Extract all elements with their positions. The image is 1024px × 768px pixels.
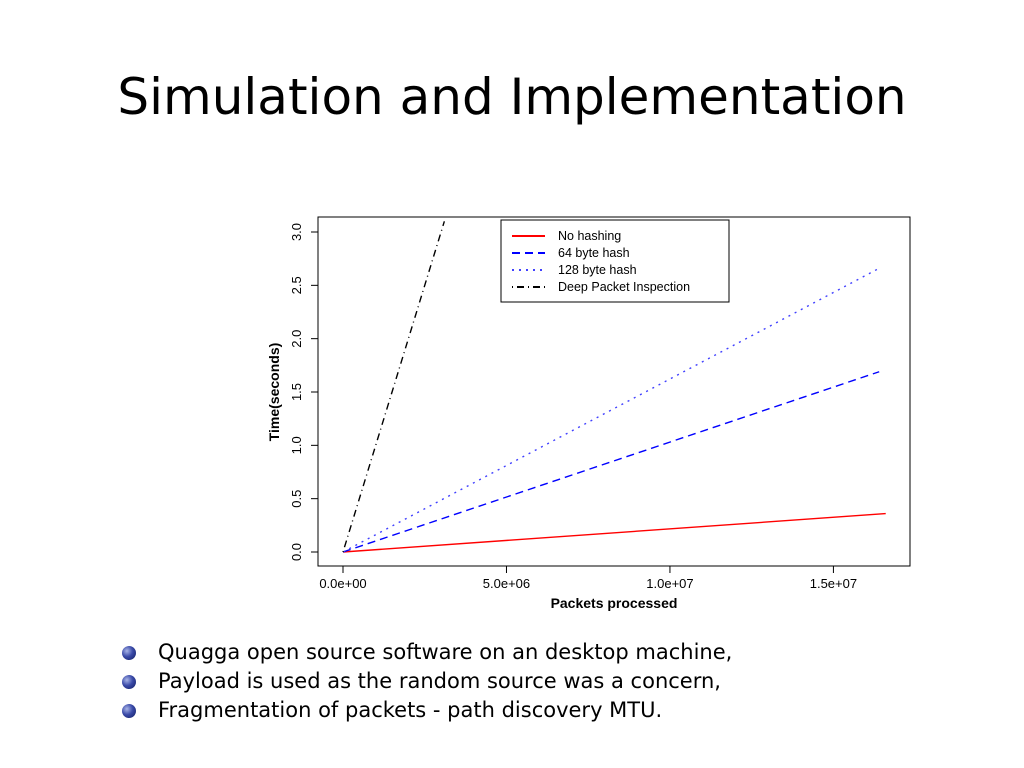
y-tick-label: 0.0 [289,543,304,561]
y-axis: 0.0 0.5 1.0 1.5 2.0 2.5 3.0 [289,223,319,561]
series-lines [342,221,886,553]
y-tick-label: 1.5 [289,383,304,401]
y-tick-label: 2.5 [289,276,304,294]
legend-box [500,219,730,303]
bullet-dot-icon [122,674,136,689]
x-axis: 0.0e+00 5.0e+06 1.0e+07 1.5e+07 [319,565,857,591]
series-line [342,221,446,553]
y-tick-label: 0.5 [289,490,304,508]
legend-label: 64 byte hash [558,246,630,260]
bullet-dot-icon [122,645,136,660]
legend-label: Deep Packet Inspection [558,280,690,294]
slide-title: Simulation and Implementation [117,68,907,126]
bullet-dot-icon [122,703,136,718]
bullet-text: Fragmentation of packets - path discover… [158,698,663,722]
series-line [342,267,880,553]
legend: No hashing 64 byte hash 128 byte hash Deep … [500,219,730,303]
x-tick-label: 0.0e+00 [319,576,366,591]
legend-label: 128 byte hash [558,263,637,277]
bullet-list: Quagga open source software on an deskto… [122,638,732,726]
series-line [342,371,880,553]
bullet-item: Payload is used as the random source was… [122,667,732,696]
bullet-text: Payload is used as the random source was… [158,669,721,693]
series-line [342,512,886,553]
y-tick-label: 2.0 [289,330,304,348]
y-axis-label: Time(seconds) [266,343,282,442]
x-tick-label: 1.5e+07 [810,576,857,591]
y-tick-label: 3.0 [289,223,304,241]
legend-label: No hashing [558,229,621,243]
y-tick-label: 1.0 [289,436,304,454]
x-tick-label: 1.0e+07 [646,576,693,591]
bullet-item: Fragmentation of packets - path discover… [122,696,732,725]
x-axis-label: Packets processed [551,595,678,611]
bullet-item: Quagga open source software on an deskto… [122,638,732,667]
x-tick-label: 5.0e+06 [483,576,530,591]
bullet-text: Quagga open source software on an deskto… [158,640,733,664]
